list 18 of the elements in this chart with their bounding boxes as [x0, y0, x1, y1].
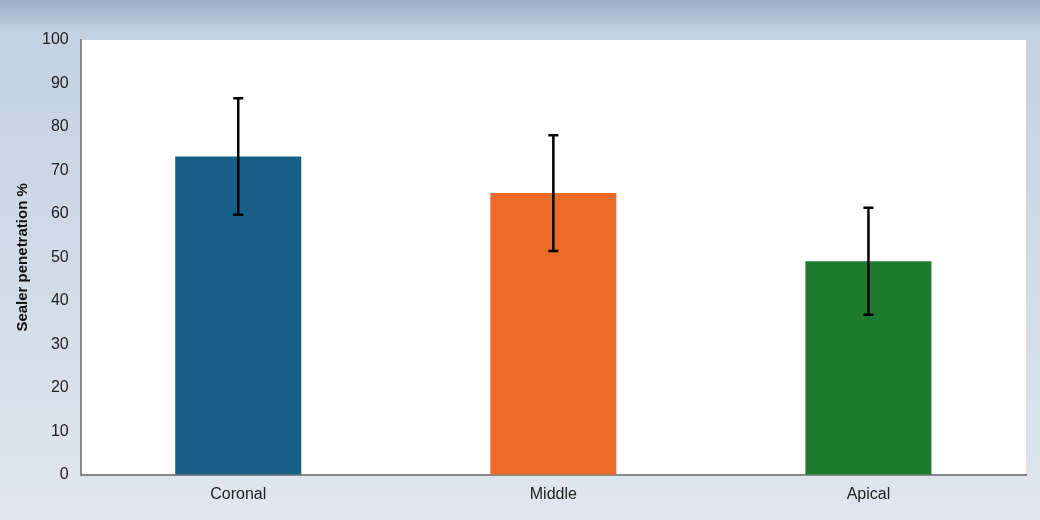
x-tick-label: Coronal	[210, 484, 267, 502]
bar	[175, 156, 302, 475]
y-tick-label: 10	[50, 421, 69, 439]
y-tick-label: 20	[50, 378, 69, 396]
y-axis-title: Sealer penetration %	[13, 183, 31, 332]
y-tick-label: 80	[50, 117, 69, 135]
x-tick-label: Middle	[529, 484, 578, 502]
bar	[490, 193, 617, 475]
y-tick-label: 50	[50, 247, 69, 265]
y-tick-label: 90	[50, 73, 69, 91]
x-tick-label: Apical	[846, 484, 891, 502]
y-tick-label: 40	[50, 291, 69, 309]
bar	[805, 261, 932, 475]
y-tick-label: 30	[50, 334, 69, 352]
y-tick-label: 60	[50, 204, 69, 222]
y-tick-label: 0	[59, 465, 69, 483]
y-tick-label: 70	[50, 160, 69, 178]
y-tick-label: 100	[41, 30, 69, 48]
